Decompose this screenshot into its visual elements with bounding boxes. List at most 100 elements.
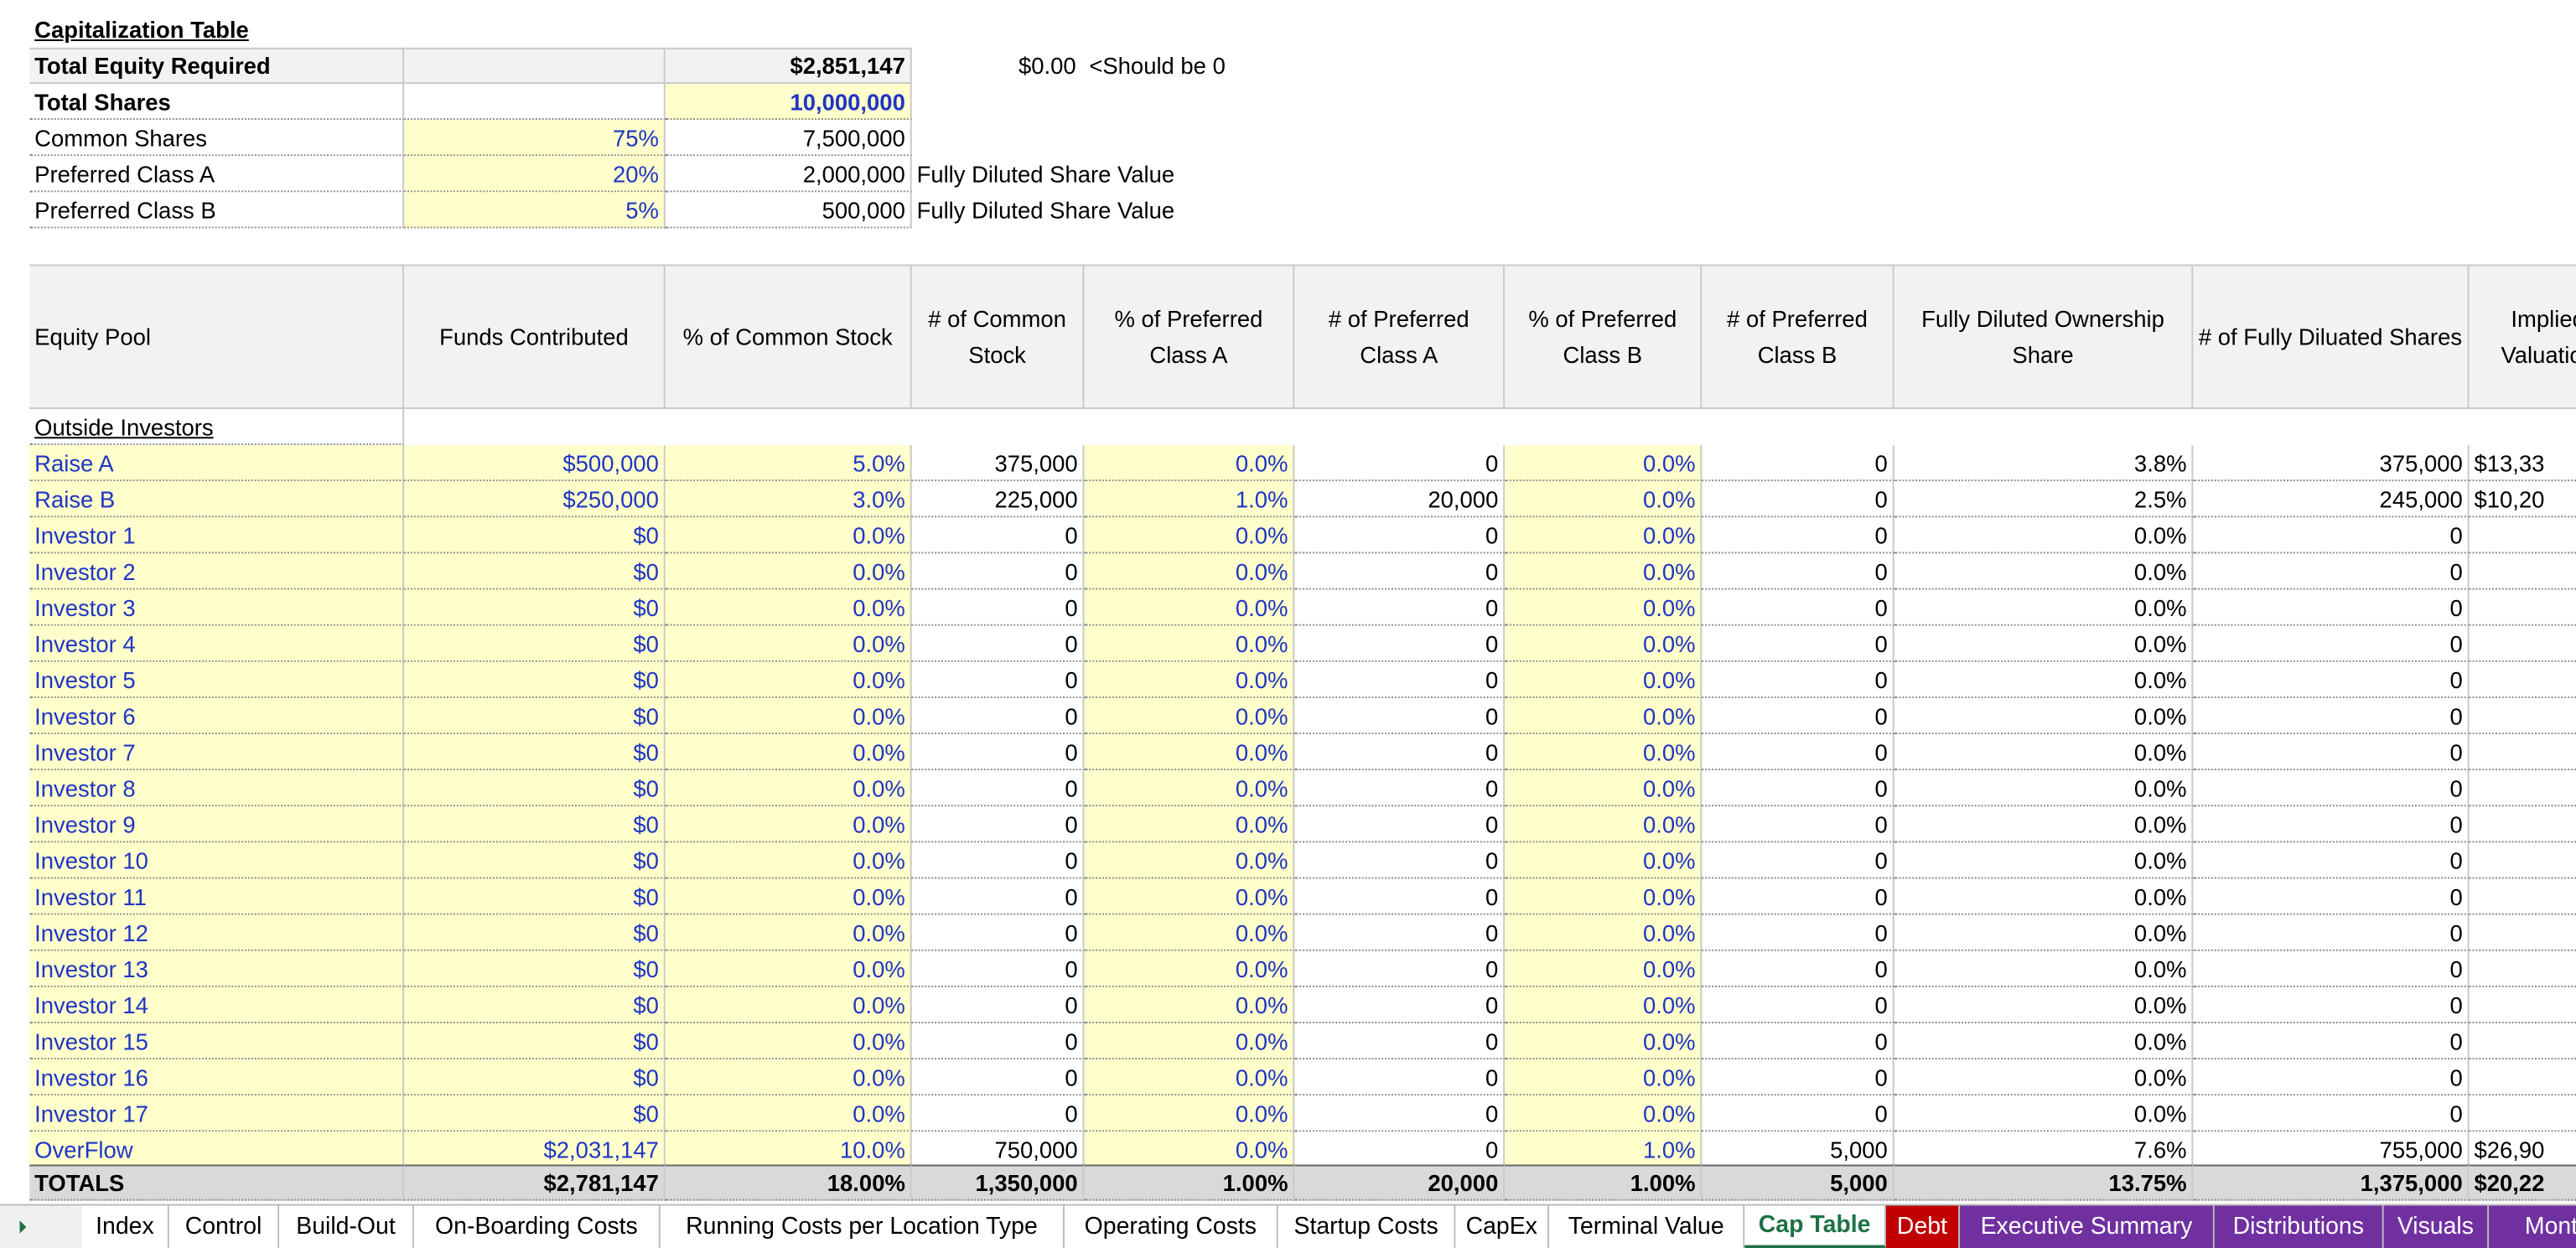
cell[interactable]: $0 bbox=[404, 878, 666, 915]
sheet-tab[interactable]: CapEx bbox=[1455, 1205, 1550, 1248]
cell[interactable]: 0.0% bbox=[1084, 770, 1295, 807]
cell[interactable]: 5.0% bbox=[665, 445, 912, 482]
cell[interactable]: $0 bbox=[404, 589, 666, 626]
cell[interactable]: $0 bbox=[404, 734, 666, 771]
sheet-tab[interactable]: Build-Out bbox=[279, 1205, 414, 1248]
cell[interactable]: 0.0% bbox=[665, 517, 912, 554]
cell[interactable]: 0.0% bbox=[665, 1095, 912, 1132]
cell[interactable]: 0.0% bbox=[1084, 661, 1295, 698]
row-label[interactable]: Investor 17 bbox=[29, 1095, 405, 1132]
cell[interactable]: 0.0% bbox=[1505, 517, 1703, 554]
cell[interactable]: 0.0% bbox=[665, 914, 912, 951]
cell[interactable]: 0.0% bbox=[665, 806, 912, 843]
sheet-tab[interactable]: Executive Summary bbox=[1960, 1205, 2215, 1248]
cell[interactable]: 0.0% bbox=[665, 697, 912, 735]
sheet-tab[interactable]: Cap Table bbox=[1744, 1205, 1886, 1248]
cell[interactable]: 0.0% bbox=[1084, 625, 1295, 662]
cell[interactable]: 0.0% bbox=[1505, 734, 1703, 771]
cell[interactable]: $0 bbox=[404, 1059, 666, 1096]
cell[interactable]: 0.0% bbox=[665, 950, 912, 987]
cell[interactable]: 0.0% bbox=[1505, 986, 1703, 1023]
sheet-tab[interactable]: Startup Costs bbox=[1278, 1205, 1456, 1248]
cell[interactable]: 1.0% bbox=[1505, 1131, 1703, 1168]
cell[interactable]: 0.0% bbox=[1505, 1059, 1703, 1096]
sheet-tab[interactable]: Operating Costs bbox=[1064, 1205, 1278, 1248]
cell[interactable]: 0.0% bbox=[1505, 878, 1703, 915]
cell[interactable]: 0.0% bbox=[665, 770, 912, 807]
cell[interactable]: 0.0% bbox=[1084, 1059, 1295, 1096]
cell[interactable]: $0 bbox=[404, 986, 666, 1023]
cell[interactable]: $2,031,147 bbox=[404, 1131, 666, 1168]
cell[interactable]: 0.0% bbox=[1505, 481, 1703, 518]
row-label[interactable]: Investor 9 bbox=[29, 806, 405, 843]
cell[interactable]: 0.0% bbox=[1505, 553, 1703, 590]
cell[interactable]: 0.0% bbox=[1505, 842, 1703, 879]
class-pct[interactable]: 5% bbox=[404, 192, 666, 229]
cell[interactable]: 0.0% bbox=[665, 661, 912, 698]
cell[interactable]: $0 bbox=[404, 697, 666, 735]
row-label[interactable]: Raise B bbox=[29, 481, 405, 518]
cell[interactable]: 0.0% bbox=[1505, 914, 1703, 951]
sheet-tab[interactable]: Debt bbox=[1885, 1205, 1961, 1248]
cell[interactable]: 0.0% bbox=[1505, 1095, 1703, 1132]
cell[interactable]: $0 bbox=[404, 806, 666, 843]
row-label[interactable]: Investor 15 bbox=[29, 1023, 405, 1060]
cell[interactable]: 0.0% bbox=[1505, 950, 1703, 987]
cell[interactable]: 0.0% bbox=[665, 589, 912, 626]
cell[interactable]: 0.0% bbox=[1505, 589, 1703, 626]
cell[interactable]: $0 bbox=[404, 770, 666, 807]
cell[interactable]: 0.0% bbox=[1084, 806, 1295, 843]
cell[interactable]: 0.0% bbox=[665, 553, 912, 590]
cell[interactable]: $0 bbox=[404, 842, 666, 879]
cell[interactable]: 0.0% bbox=[665, 1023, 912, 1060]
row-label[interactable]: Investor 3 bbox=[29, 589, 405, 626]
row-label[interactable]: Investor 7 bbox=[29, 734, 405, 771]
cell[interactable]: 0.0% bbox=[1505, 1023, 1703, 1060]
cell[interactable]: 0.0% bbox=[1084, 842, 1295, 879]
cell[interactable]: 0.0% bbox=[1505, 445, 1703, 482]
sheet-tab[interactable]: Index bbox=[81, 1205, 169, 1248]
cell[interactable]: 0.0% bbox=[1505, 770, 1703, 807]
cell[interactable]: 0.0% bbox=[1084, 950, 1295, 987]
row-label[interactable]: Investor 16 bbox=[29, 1059, 405, 1096]
cell[interactable]: 0.0% bbox=[1084, 1095, 1295, 1132]
value[interactable]: 10,000,000 bbox=[665, 83, 912, 121]
cell[interactable]: $250,000 bbox=[404, 481, 666, 518]
row-label[interactable]: Investor 10 bbox=[29, 842, 405, 879]
class-pct[interactable]: 20% bbox=[404, 156, 666, 193]
row-label[interactable]: Investor 4 bbox=[29, 625, 405, 662]
cell[interactable]: 0.0% bbox=[1084, 1131, 1295, 1168]
cell[interactable]: 0.0% bbox=[1505, 697, 1703, 735]
sheet-tab[interactable]: Running Costs per Location Type bbox=[660, 1205, 1065, 1248]
cell[interactable]: 0.0% bbox=[1084, 1023, 1295, 1060]
row-label[interactable]: Investor 12 bbox=[29, 914, 405, 951]
tab-scroll[interactable] bbox=[0, 1205, 65, 1248]
cell[interactable]: 10.0% bbox=[665, 1131, 912, 1168]
cell[interactable]: 0.0% bbox=[1084, 697, 1295, 735]
row-label[interactable]: Investor 11 bbox=[29, 878, 405, 915]
row-label[interactable]: Investor 14 bbox=[29, 986, 405, 1023]
sheet-tab[interactable]: Visuals bbox=[2383, 1205, 2490, 1248]
cell[interactable]: $0 bbox=[404, 625, 666, 662]
sheet-tab[interactable]: Month bbox=[2489, 1205, 2576, 1248]
cell[interactable]: 0.0% bbox=[1505, 806, 1703, 843]
cell[interactable]: 0.0% bbox=[665, 878, 912, 915]
cell[interactable]: $0 bbox=[404, 1095, 666, 1132]
cell[interactable]: 3.0% bbox=[665, 481, 912, 518]
row-label[interactable]: Investor 5 bbox=[29, 661, 405, 698]
cell[interactable]: 0.0% bbox=[1084, 553, 1295, 590]
cell[interactable]: $0 bbox=[404, 517, 666, 554]
cell[interactable]: 0.0% bbox=[665, 625, 912, 662]
row-label[interactable]: Investor 2 bbox=[29, 553, 405, 590]
cell[interactable]: $0 bbox=[404, 1023, 666, 1060]
row-label[interactable]: OverFlow bbox=[29, 1131, 405, 1168]
cell[interactable]: 0.0% bbox=[665, 842, 912, 879]
cell[interactable]: 0.0% bbox=[665, 1059, 912, 1096]
cell[interactable]: $0 bbox=[404, 914, 666, 951]
row-label[interactable]: Investor 8 bbox=[29, 770, 405, 807]
sheet-tab[interactable]: Terminal Value bbox=[1549, 1205, 1745, 1248]
sheet-tab[interactable]: On-Boarding Costs bbox=[413, 1205, 661, 1248]
cell[interactable]: 1.0% bbox=[1084, 481, 1295, 518]
cell[interactable]: 0.0% bbox=[1084, 986, 1295, 1023]
sheet-tab[interactable]: Control bbox=[168, 1205, 280, 1248]
